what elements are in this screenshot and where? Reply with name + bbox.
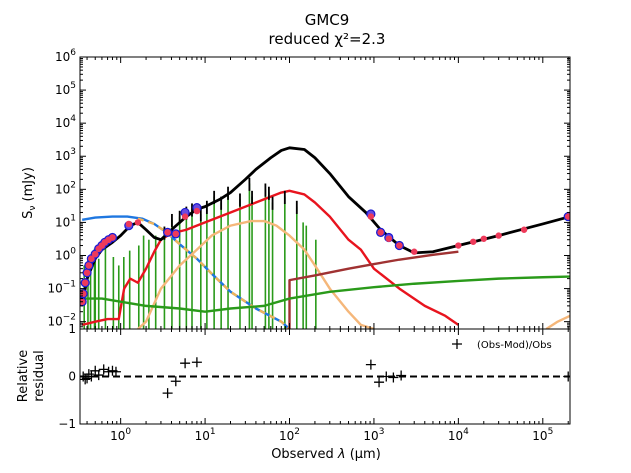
series-stellar-unattenuated-dashed bbox=[137, 217, 291, 329]
model-point bbox=[92, 250, 99, 258]
x-tick-label: 100 bbox=[110, 427, 131, 443]
series-nebular-continuum bbox=[82, 275, 570, 313]
y-tick-label: 10−2 bbox=[47, 313, 76, 329]
residual-point bbox=[191, 357, 202, 368]
residual-plot: −1 0 1 100 101 102 103 104 105 (Obs-Mod)/Obs bbox=[58, 322, 571, 443]
model-point bbox=[396, 242, 403, 249]
residual-point bbox=[170, 376, 181, 387]
residual-point bbox=[83, 369, 94, 380]
series-dust bbox=[137, 219, 375, 329]
model-point bbox=[181, 213, 189, 220]
main-frame bbox=[79, 56, 571, 330]
main-plot: 10−2 10−1 100 101 102 103 104 105 106 bbox=[47, 48, 571, 424]
series-radio bbox=[288, 250, 459, 329]
model-point bbox=[125, 220, 133, 228]
model-point bbox=[193, 207, 201, 215]
x-tick-label: 101 bbox=[195, 427, 216, 443]
residual-point bbox=[374, 377, 385, 388]
residual-point bbox=[110, 366, 121, 377]
series-dust-tail bbox=[545, 314, 570, 329]
y-tick-label: 102 bbox=[55, 180, 76, 196]
x-axis-label-prefix: Observed bbox=[271, 447, 338, 462]
residual-point bbox=[381, 371, 392, 382]
model-point bbox=[367, 213, 375, 220]
model-point bbox=[470, 238, 477, 245]
chart-title-line1: GMC9 bbox=[305, 11, 350, 29]
model-point bbox=[411, 248, 418, 255]
residual-point bbox=[82, 373, 93, 384]
y-tick-label: 104 bbox=[55, 114, 76, 130]
x-axis-label-unit: (μm) bbox=[346, 447, 381, 462]
model-point bbox=[164, 229, 171, 236]
x-tick-label: 105 bbox=[532, 427, 553, 443]
model-point bbox=[83, 269, 91, 276]
model-point bbox=[520, 226, 528, 233]
x-tick-label: 102 bbox=[279, 427, 300, 443]
residual-point bbox=[365, 359, 376, 370]
model-point bbox=[565, 213, 570, 220]
residual-point bbox=[93, 370, 104, 381]
residual-y-tick-label: 1 bbox=[68, 322, 76, 336]
y-tick-label: 100 bbox=[55, 246, 76, 262]
x-tick-label: 104 bbox=[448, 427, 469, 443]
y-axis-label-main: S bbox=[21, 211, 36, 219]
residual-plot-area bbox=[80, 357, 570, 399]
residual-y-tick-label: −1 bbox=[58, 417, 76, 431]
residual-y-tick-label: 0 bbox=[68, 370, 76, 384]
model-point bbox=[109, 234, 116, 241]
residual-point bbox=[162, 388, 173, 399]
model-point bbox=[81, 279, 89, 286]
model-point bbox=[377, 229, 384, 236]
model-point bbox=[455, 242, 462, 249]
x-tick-label: 103 bbox=[363, 427, 384, 443]
residual-point bbox=[86, 371, 97, 382]
residual-point bbox=[388, 372, 399, 383]
model-point bbox=[134, 219, 142, 226]
y-tick-label: 10−1 bbox=[47, 280, 76, 296]
model-point bbox=[495, 232, 502, 239]
main-plot-area bbox=[80, 146, 570, 329]
y-axis-label-unit: (mJy) bbox=[21, 167, 36, 205]
y-tick-label: 106 bbox=[55, 48, 76, 64]
model-point bbox=[385, 235, 393, 242]
y-tick-label: 101 bbox=[55, 213, 76, 229]
residual-point bbox=[180, 358, 191, 369]
y-tick-label: 105 bbox=[55, 81, 76, 97]
legend-label: (Obs-Mod)/Obs bbox=[477, 340, 552, 351]
residual-y-label-line2: residual bbox=[32, 350, 47, 402]
model-point bbox=[88, 255, 95, 262]
model-point bbox=[172, 230, 180, 238]
model-point bbox=[480, 235, 487, 242]
residual-y-label-line1: Relative bbox=[16, 350, 31, 402]
chart-title-line2: reduced χ²=2.3 bbox=[269, 30, 386, 48]
y-axis-label: Sν (mJy) bbox=[21, 167, 38, 219]
x-axis-label: Observed λ (μm) bbox=[271, 447, 381, 462]
x-axis-label-symbol: λ bbox=[337, 447, 346, 462]
series-stellar-attenuated bbox=[81, 189, 460, 327]
legend-marker bbox=[452, 339, 462, 349]
residual-point bbox=[98, 364, 109, 375]
y-tick-label: 103 bbox=[55, 147, 76, 163]
model-point bbox=[85, 262, 93, 269]
residual-point bbox=[396, 370, 407, 381]
y-axis-label-sub: ν bbox=[28, 206, 38, 211]
